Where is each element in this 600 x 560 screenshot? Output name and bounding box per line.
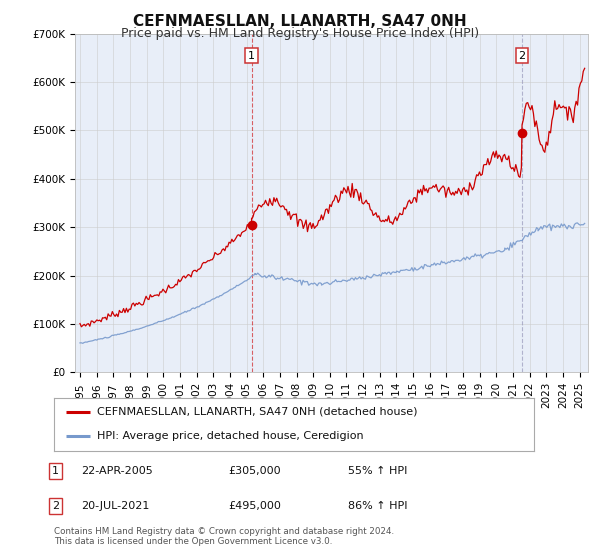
Text: 2: 2 [52, 501, 59, 511]
Text: 22-APR-2005: 22-APR-2005 [81, 466, 153, 476]
Text: Price paid vs. HM Land Registry's House Price Index (HPI): Price paid vs. HM Land Registry's House … [121, 27, 479, 40]
Text: 20-JUL-2021: 20-JUL-2021 [81, 501, 149, 511]
Text: 86% ↑ HPI: 86% ↑ HPI [348, 501, 407, 511]
Text: Contains HM Land Registry data © Crown copyright and database right 2024.
This d: Contains HM Land Registry data © Crown c… [54, 526, 394, 546]
Text: 1: 1 [52, 466, 59, 476]
Text: £305,000: £305,000 [228, 466, 281, 476]
Text: 1: 1 [248, 50, 255, 60]
Text: CEFNMAESLLAN, LLANARTH, SA47 0NH (detached house): CEFNMAESLLAN, LLANARTH, SA47 0NH (detach… [97, 407, 418, 417]
Text: HPI: Average price, detached house, Ceredigion: HPI: Average price, detached house, Cere… [97, 431, 364, 441]
Text: £495,000: £495,000 [228, 501, 281, 511]
Text: 2: 2 [518, 50, 526, 60]
Text: 55% ↑ HPI: 55% ↑ HPI [348, 466, 407, 476]
Text: CEFNMAESLLAN, LLANARTH, SA47 0NH: CEFNMAESLLAN, LLANARTH, SA47 0NH [133, 14, 467, 29]
